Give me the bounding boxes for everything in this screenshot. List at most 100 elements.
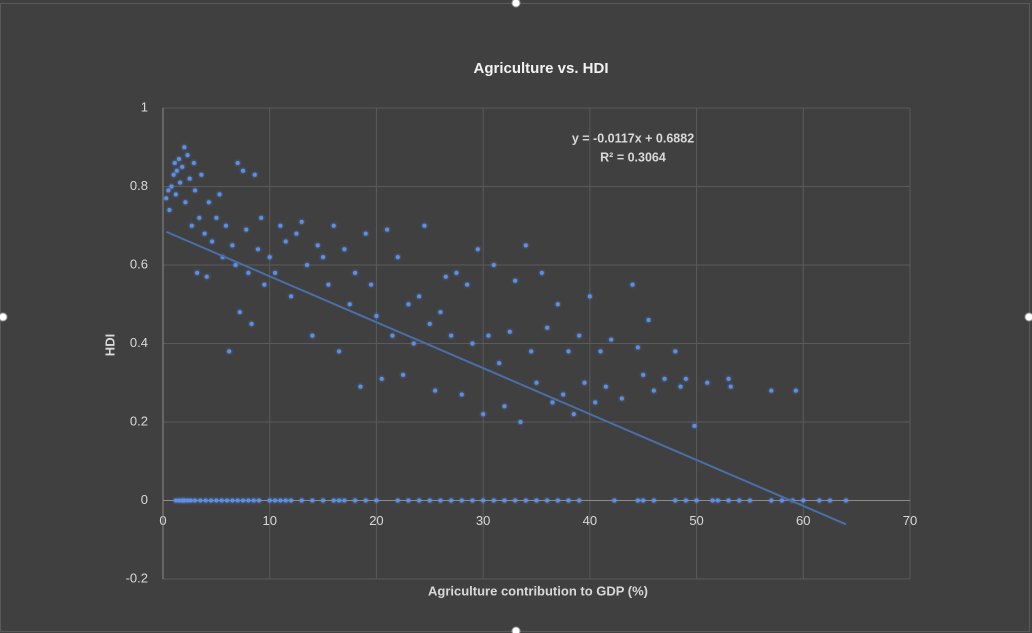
scatter-point [331,498,336,503]
resize-handle[interactable] [511,626,521,633]
scatter-point [737,498,742,503]
x-axis-title: Agriculture contribution to GDP (%) [428,583,648,598]
x-tick-label: 50 [689,513,703,528]
scatter-point [267,255,272,260]
scatter-point [683,376,688,381]
scatter-point [278,498,283,503]
scatter-point [169,184,174,189]
scatter-point [843,498,848,503]
scatter-point [566,349,571,354]
trendline-equation: y = -0.0117x + 0.6882 [572,131,694,145]
scatter-point [635,345,640,350]
scatter-point [747,498,752,503]
scatter-point [470,341,475,346]
scatter-point [310,333,315,338]
y-tick-label: 0.8 [130,178,148,193]
scatter-point [459,498,464,503]
scatter-point [173,192,178,197]
x-tick-label: 10 [262,513,276,528]
scatter-point [233,263,238,267]
scatter-point [252,172,257,177]
scatter-point [198,498,203,503]
scatter-point [433,388,438,393]
scatter-point [726,376,731,381]
scatter-point [214,215,219,220]
scatter-point [210,239,215,244]
scatter-point [173,498,178,503]
scatter-point [817,498,822,503]
scatter-point [259,215,264,220]
scatter-point [273,498,278,503]
chart-frame [0,3,1030,632]
scatter-point [566,498,571,503]
scatter-point [497,361,502,366]
scatter-point [726,498,731,503]
scatter-point [481,412,486,417]
scatter-point [202,231,207,236]
resize-handle[interactable] [1024,312,1032,322]
scatter-point [204,274,209,279]
scatter-point [321,498,326,503]
scatter-point [283,498,288,503]
scatter-point [183,200,188,205]
scatter-point [459,392,464,397]
scatter-point [801,498,806,503]
scatter-point [209,498,214,503]
scatter-point [534,498,539,503]
scatter-point [217,192,222,197]
scatter-point [379,376,384,381]
scatter-point [193,188,198,193]
scatter-point [646,317,651,322]
scatter-point [678,384,683,389]
scatter-point [262,282,267,287]
scatter-point [422,223,427,228]
scatter-point [427,321,432,326]
scatter-point [358,384,363,389]
scatter-point [249,321,254,326]
scatter-point [390,333,395,338]
scatter-point [449,498,454,503]
scatter-point [827,498,832,503]
scatter-point [177,157,182,162]
scatter-point [167,208,172,213]
scatter-point [353,270,358,275]
scatter-point [475,247,480,252]
scatter-point [182,498,187,503]
scatter-point [227,349,232,354]
scatter-point [555,302,560,307]
scatter-point [374,314,379,319]
scatter-point [486,333,491,338]
scatter-point [571,412,576,417]
scatter-point [534,380,539,385]
y-axis-title: HDI [102,334,117,356]
resize-handle[interactable] [0,312,8,322]
scatter-point [523,243,528,248]
scatter-point [203,498,208,503]
scatter-point [299,219,304,224]
scatter-point [443,274,448,279]
scatter-point [513,278,518,283]
scatter-point [710,498,715,503]
scatter-point [598,349,603,354]
scatter-point [651,498,656,503]
scatter-point [502,404,507,409]
scatter-point [612,498,617,503]
scatter-point [197,215,202,220]
scatter-point [449,333,454,338]
scatter-point [219,498,224,503]
scatter-point [641,498,646,503]
scatter-point [230,243,235,248]
scatter-point [769,388,774,393]
scatter-point [406,498,411,503]
scatter-point [180,164,185,169]
scatter-point [241,498,246,503]
trendline [165,230,847,526]
y-tick-label: 0.6 [130,256,148,271]
resize-handle[interactable] [511,0,521,8]
scatter-point [395,498,400,503]
scatter-point [481,498,486,503]
scatter-point [577,498,582,503]
scatter-point [593,400,598,405]
scatter-point [545,498,550,503]
